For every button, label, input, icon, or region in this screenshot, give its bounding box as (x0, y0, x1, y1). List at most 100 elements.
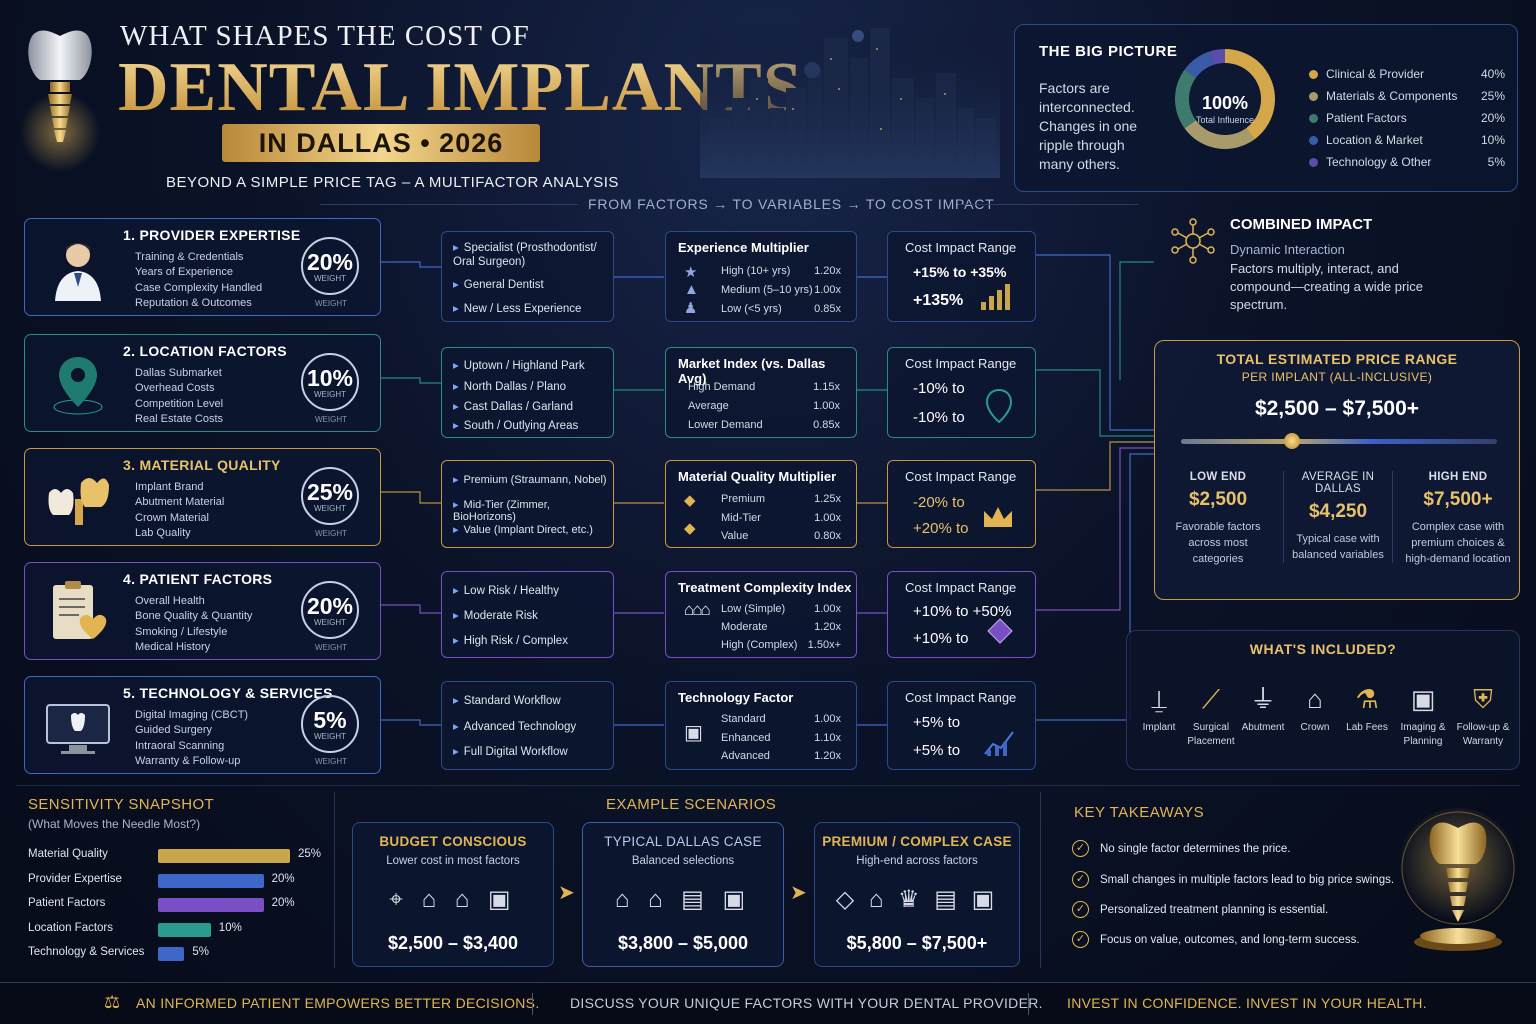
included-title: WHAT'S INCLUDED? (1249, 641, 1397, 657)
donut-slice (1184, 51, 1214, 78)
scenario-price: $5,800 – $7,500+ (846, 933, 988, 953)
total-title: TOTAL ESTIMATED PRICE RANGE (1216, 351, 1458, 367)
footer-message-3: INVEST IN CONFIDENCE. INVEST IN YOUR HEA… (1067, 995, 1427, 1011)
donut-hole (1190, 64, 1260, 134)
scales-icon: ⚖ (104, 992, 121, 1012)
check-icon: ✓ (1072, 840, 1089, 857)
donut-slice (1184, 120, 1255, 149)
options-material: Premium (Straumann, Nobel) Mid-Tier (Zim… (441, 460, 614, 548)
sensitivity-row: Technology & Services 5% (28, 944, 328, 964)
sensitivity-value: 5% (192, 946, 210, 959)
included-item: ⛨ Follow-up & Warranty (1453, 681, 1513, 749)
legend-dot (1309, 136, 1318, 146)
included-item: ⟋ Surgical Placement (1181, 681, 1241, 749)
growth-chart-icon (984, 731, 1014, 756)
network-icon (1171, 218, 1215, 264)
donut-slice (1209, 49, 1225, 65)
total-range-value: $2,500 – $7,500+ (1254, 397, 1420, 420)
options-patient: Low Risk / Healthy Moderate Risk High Ri… (441, 571, 614, 658)
factor-items: Implant Brand Abutment Material Crown Mate… (135, 481, 225, 540)
cost-impact-location: Cost Impact Range -10% to -10% to (887, 347, 1036, 438)
weight-ring: 20% WEIGHT (301, 581, 359, 639)
cost-title: Cost Impact Range (905, 690, 1017, 705)
dentist-icon (55, 243, 101, 301)
crown-tooth-icon: ⌂ (1307, 684, 1323, 714)
combined-impact-panel: COMBINED IMPACT Dynamic Interaction Fact… (1154, 206, 1454, 324)
diamond-small-icon: ◆ (684, 520, 696, 537)
title-line-1: WHAT SHAPES THE COST OF (120, 20, 530, 52)
arrow-right-icon: ➤ (790, 882, 807, 904)
xray-monitor-icon: ▣ (1410, 684, 1436, 714)
cost-impact-technology: Cost Impact Range +5% to +5% to (887, 681, 1036, 770)
sensitivity-value: 25% (298, 848, 322, 860)
person-icon: ▲ (684, 281, 699, 298)
big-picture-text: Factors are interconnected. Changes in o… (1039, 80, 1138, 172)
factor-items: Overall Health Bone Quality & Quantity Smo… (135, 595, 253, 654)
options-technology: Standard Workflow Advanced Technology Fu… (441, 681, 614, 770)
weight-ring: 20% WEIGHT (301, 237, 359, 295)
option-item: High Risk / Complex (453, 633, 568, 647)
option-item: New / Less Experience (453, 301, 582, 315)
low-end-column: LOW END $2,500 Favorable factors across mo… (1175, 471, 1261, 565)
check-icon: ✓ (1072, 931, 1089, 948)
flow-divider-left (320, 204, 578, 205)
multiplier-row: Medium (5–10 yrs) 1.00x (721, 284, 841, 296)
flow-caption: FROM FACTORS → TO VARIABLES → TO COST IM… (588, 196, 995, 212)
option-item: Cast Dallas / Garland (453, 399, 573, 413)
legend-dot (1309, 114, 1318, 124)
influence-donut-chart (1175, 49, 1275, 149)
diamond-icon: ◆ (684, 492, 696, 509)
multiplier-row: Average 1.00x (688, 400, 840, 412)
monitor-icon (46, 704, 110, 754)
legend-item: Materials & Components 25% (1309, 89, 1505, 103)
factor-items: Digital Imaging (CBCT) Guided Surgery Intr… (135, 709, 249, 768)
multiplier-title: Treatment Complexity Index (678, 580, 852, 595)
legend-item: Clinical & Provider 40% (1309, 67, 1505, 81)
multiplier-row: Mid-Tier 1.00x (721, 512, 841, 524)
bar-growth-icon (981, 284, 1010, 310)
total-subtitle: PER IMPLANT (ALL-INCLUSIVE) (1241, 370, 1433, 384)
scenario-card-budget: BUDGET CONSCIOUS Lower cost in most fact… (352, 822, 554, 967)
multiplier-row: High (Complex) 1.50x+ (721, 639, 841, 651)
included-item: ⍊ Implant (1129, 681, 1189, 735)
implant-icon: ⍊ (1151, 684, 1167, 714)
sensitivity-subtitle: (What Moves the Needle Most?) (28, 817, 201, 831)
multiplier-row: Lower Demand 0.85x (688, 419, 840, 431)
cost-title: Cost Impact Range (905, 356, 1017, 371)
sensitivity-row: Location Factors 10% (28, 920, 328, 940)
person-small-icon: ♟ (684, 300, 698, 317)
cost-value-2: +135% (913, 292, 964, 309)
combined-impact-subtitle: Dynamic Interaction (1230, 242, 1345, 257)
scenario-title: PREMIUM / COMPLEX CASE (822, 834, 1012, 849)
factor-items: Training & Credentials Years of Experienc… (135, 251, 263, 310)
legend-item: Location & Market 10% (1309, 133, 1505, 147)
sensitivity-row: Provider Expertise 20% (28, 871, 328, 891)
option-item: Standard Workflow (453, 693, 561, 707)
scenario-icons: ⌂ ⌂ ▤ ▣ (614, 886, 752, 913)
scenario-desc: High-end across factors (856, 855, 978, 867)
sensitivity-label: Technology & Services (28, 946, 145, 959)
check-icon: ✓ (1072, 871, 1089, 888)
weight-label: WEIGHT (315, 757, 347, 766)
option-item: Uptown / Highland Park (453, 358, 585, 372)
option-item: South / Outlying Areas (453, 418, 578, 432)
scenario-price: $3,800 – $5,000 (617, 933, 749, 953)
sensitivity-label: Material Quality (28, 848, 108, 860)
footer-separator (532, 993, 533, 1015)
included-item: ⌂ Crown (1285, 681, 1345, 735)
factor-card-location: 2. LOCATION FACTORS Dallas Submarket Over… (24, 334, 381, 432)
section-divider-horizontal (16, 785, 1520, 786)
cost-value-2: +5% to (913, 742, 961, 759)
dallas-skyline-illustration (700, 18, 1000, 178)
cost-value: +5% to (913, 714, 961, 731)
abutment-icon: ⏚ (1249, 684, 1276, 714)
footer-bar: ⚖ AN INFORMED PATIENT EMPOWERS BETTER DE… (0, 982, 1536, 1024)
crown-icon (984, 507, 1012, 527)
location-pin-icon (53, 357, 103, 415)
sensitivity-row: Patient Factors 20% (28, 895, 328, 915)
cost-value-2: -10% to (913, 409, 965, 426)
weight-ring: 10% WEIGHT (301, 353, 359, 411)
section-divider (1040, 792, 1041, 968)
weight-label: WEIGHT (315, 415, 347, 424)
donut-center-label: Total Influence (1195, 115, 1255, 125)
